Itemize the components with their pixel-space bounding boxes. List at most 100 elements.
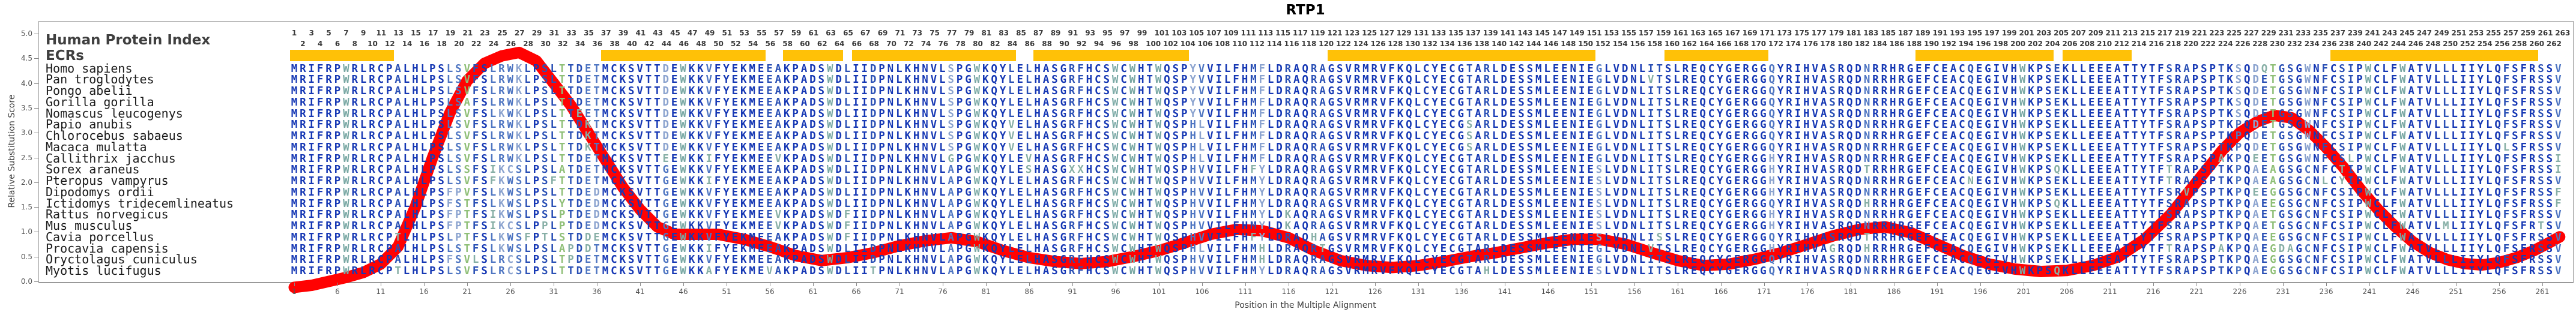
sequence-cell: G (965, 85, 972, 97)
sequence-cell: L (1008, 85, 1015, 97)
sequence-cell: F (2520, 141, 2527, 154)
sequence-cell: I (2469, 175, 2475, 187)
sequence-cell: D (1855, 175, 1861, 187)
column-number: 5 (326, 29, 331, 37)
sequence-cell: R (351, 74, 358, 86)
sequence-cell: C (1708, 96, 1715, 109)
sequence-cell: F (2157, 152, 2164, 165)
sequence-cell: R (1898, 85, 1905, 97)
sequence-cell: S (2538, 186, 2544, 199)
sequence-cell: R (2529, 119, 2536, 131)
sequence-cell: E (1976, 74, 1983, 86)
sequence-cell: I (1794, 141, 1801, 154)
sequence-cell: L (1267, 119, 1274, 131)
column-number: 83 (999, 29, 1009, 37)
sequence-cell: S (1051, 175, 1058, 187)
sequence-cell: P (792, 197, 799, 210)
sequence-cell: E (585, 107, 591, 120)
sequence-cell: K (697, 220, 704, 232)
sequence-cell: E (1691, 220, 1698, 232)
sequence-cell: H (2010, 152, 2017, 165)
sequence-cell: R (1898, 231, 1905, 244)
sequence-cell: N (887, 186, 894, 199)
sequence-cell: L (403, 220, 410, 232)
sequence-cell: M (1250, 119, 1257, 131)
sequence-cell: H (412, 164, 419, 176)
sequence-cell: H (412, 254, 419, 266)
sequence-cell: R (1837, 220, 1845, 232)
sequence-cell: R (369, 186, 375, 199)
sequence-cell: L (550, 152, 557, 165)
sequence-cell: L (524, 107, 531, 120)
sequence-cell: P (533, 254, 540, 266)
sequence-cell: S (2538, 74, 2544, 86)
sequence-cell: D (869, 231, 877, 244)
sequence-cell: S (1336, 62, 1343, 75)
sequence-cell: V (1345, 152, 1352, 165)
sequence-cell: S (818, 141, 825, 154)
column-number: 161 (1673, 29, 1689, 37)
sequence-cell: R (325, 254, 332, 266)
sequence-cell: A (948, 242, 954, 255)
sequence-cell: G (1985, 186, 1991, 199)
column-number: 101 (1154, 29, 1170, 37)
sequence-cell: D (576, 74, 583, 86)
sequence-cell: A (2270, 164, 2276, 176)
sequence-cell: C (2373, 220, 2380, 232)
sequence-cell: F (316, 220, 324, 232)
sequence-cell: L (446, 107, 453, 120)
sequence-cell: T (2148, 220, 2156, 232)
sequence-cell: P (2235, 220, 2242, 232)
sequence-cell: E (1941, 141, 1948, 154)
column-number: 217 (2157, 29, 2172, 37)
sequence-cell: I (2469, 96, 2475, 109)
sequence-cell: W (826, 62, 833, 75)
sequence-cell: E (1440, 130, 1447, 142)
sequence-cell: W (343, 164, 349, 176)
sequence-cell: G (1751, 107, 1758, 120)
sequence-cell: K (2062, 164, 2069, 176)
sequence-cell: L (2434, 242, 2441, 255)
sequence-cell: R (1371, 141, 1378, 154)
sequence-cell: K (904, 242, 911, 255)
sequence-cell: E (1561, 119, 1568, 131)
sequence-cell: L (1224, 130, 1231, 142)
sequence-cell: W (1111, 74, 1119, 86)
sequence-cell: P (533, 164, 540, 176)
sequence-cell: E (1509, 175, 1516, 187)
sequence-cell: P (386, 186, 393, 199)
sequence-cell: F (472, 96, 479, 109)
sequence-cell: Q (1302, 85, 1308, 97)
sequence-cell: G (965, 209, 972, 221)
sequence-cell: L (550, 74, 557, 86)
sequence-cell: P (2235, 130, 2242, 142)
sequence-cell: R (1353, 254, 1361, 266)
column-number: 73 (912, 29, 922, 37)
sequence-cell: I (1215, 164, 1223, 176)
sequence-cell: Y (2140, 175, 2147, 187)
sequence-cell: P (334, 186, 341, 199)
sequence-cell: F (316, 119, 324, 131)
sequence-cell: T (1656, 85, 1663, 97)
sequence-cell: Q (2494, 164, 2501, 176)
sequence-cell: L (2071, 254, 2078, 266)
sequence-cell: W (973, 231, 981, 244)
sequence-cell: R (1353, 220, 1361, 232)
sequence-cell: N (922, 220, 928, 232)
sequence-cell: V (464, 74, 471, 86)
sequence-cell: K (740, 164, 747, 176)
sequence-cell: G (1760, 74, 1767, 86)
sequence-cell: K (697, 62, 704, 75)
sequence-cell: D (576, 242, 583, 255)
sequence-cell: K (2227, 209, 2233, 221)
sequence-cell: W (680, 254, 686, 266)
sequence-cell: H (1889, 175, 1896, 187)
sequence-cell: G (1751, 141, 1758, 154)
sequence-cell: S (2339, 119, 2345, 131)
sequence-cell: E (2097, 74, 2103, 86)
sequence-cell: P (792, 96, 799, 109)
sequence-cell: G (1985, 231, 1991, 244)
sequence-cell: V (2555, 107, 2562, 120)
sequence-cell: E (2097, 209, 2103, 221)
